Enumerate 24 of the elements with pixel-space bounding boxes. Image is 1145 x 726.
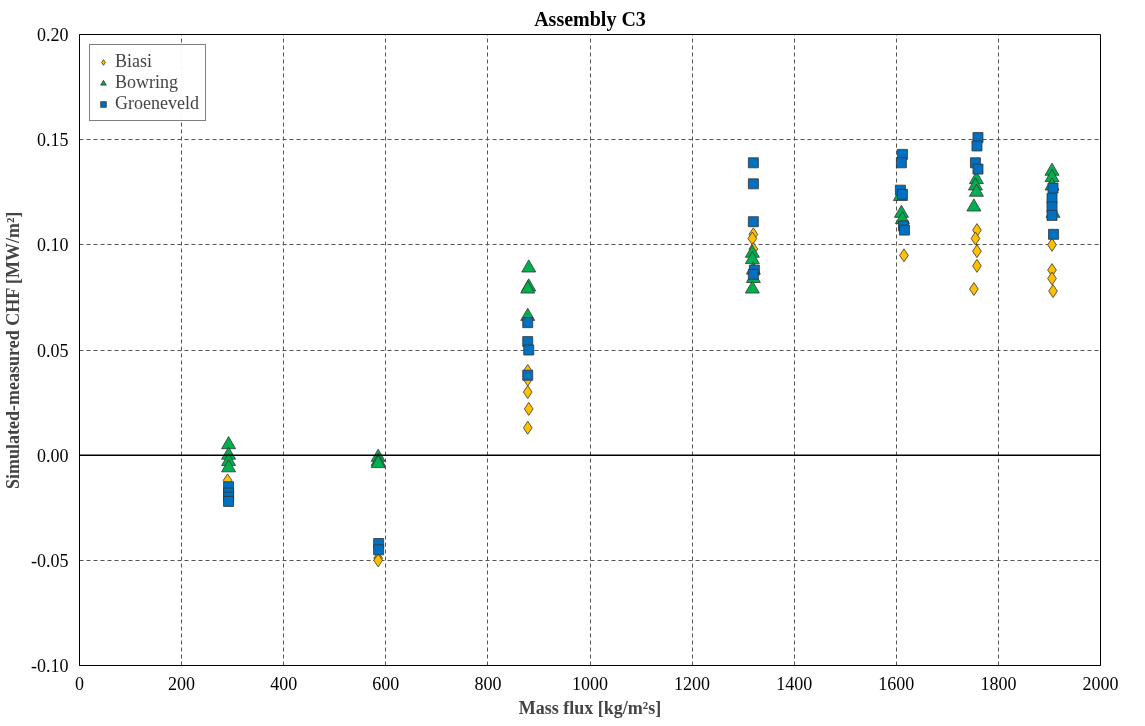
legend-label: Biasi [115,51,153,72]
x-tick-label: 1800 [980,673,1017,694]
x-tick-label: 1400 [776,673,813,694]
y-tick-label: 0.10 [37,235,69,256]
legend-label: Bowring [115,72,178,93]
x-tick-label: 1200 [674,673,711,694]
x-tick-label: 1600 [878,673,915,694]
y-tick-label: -0.05 [31,550,69,571]
x-tick-label: 600 [372,673,400,694]
x-tick-label: 0 [75,673,84,694]
y-tick-label: 0.05 [37,340,69,361]
y-tick-label: 0.20 [37,25,69,45]
x-tick-label: 200 [168,673,196,694]
legend-label: Groeneveld [115,93,199,114]
x-axis-title: Mass flux [kg/m²s] [518,697,662,718]
chart-title: Assembly C3 [534,7,646,31]
x-tick-label: 400 [270,673,298,694]
y-tick-label: 0.15 [37,130,69,151]
x-tick-label: 800 [474,673,502,694]
y-axis-title: Simulated-measured CHF [MW/m²] [3,211,24,490]
x-tick-label: 1000 [572,673,608,694]
x-tick-label: 2000 [1082,673,1119,694]
y-tick-label: -0.10 [31,656,69,676]
y-tick-label: 0.00 [37,445,69,466]
